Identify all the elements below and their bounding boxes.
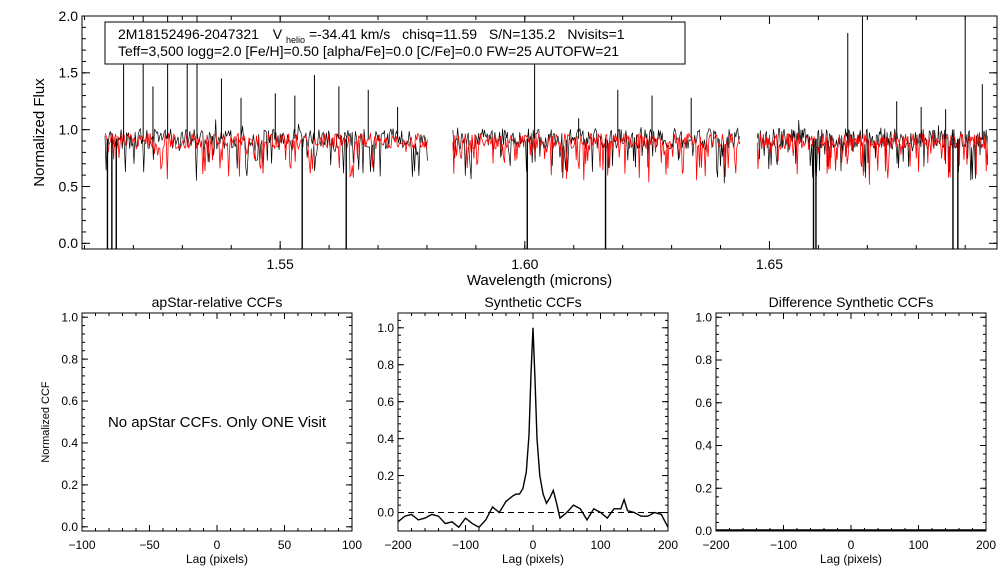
difference-ccf-title: Difference Synthetic CCFs xyxy=(769,294,934,310)
apstar-ccf-panel: −100 −50 0 50 100 0.0 0.2 0.4 0.6 0.8 1.0 apStar-re… xyxy=(40,294,362,566)
spectrum-xlabel: Wavelength (microns) xyxy=(467,272,612,289)
difference-ccf-xtick-label: 0 xyxy=(848,538,855,552)
synthetic-ccf-ytick-label: 0.2 xyxy=(377,469,394,483)
apstar-ccf-ytick-label: 0.0 xyxy=(61,520,78,534)
difference-ccf-ytick-label: 0.8 xyxy=(695,353,712,367)
synthetic-ccf-xtick-label: 200 xyxy=(658,538,678,552)
difference-ccf-xtick-label: −200 xyxy=(702,538,729,552)
v-symbol: V xyxy=(273,26,283,42)
apstar-ccf-ylabel: Normalized CCF xyxy=(40,381,52,463)
legend-frame xyxy=(104,21,686,65)
spectrum-xtick-label: 1.65 xyxy=(756,256,783,272)
apstar-ccf-title: apStar-relative CCFs xyxy=(152,294,283,310)
ccf-line xyxy=(397,327,669,529)
legend-line2: Teff=3,500 logg=2.0 [Fe/H]=0.50 [alpha/F… xyxy=(118,43,619,59)
synthetic-ccf-xtick-label: −100 xyxy=(452,538,479,552)
v-subscript: helio xyxy=(286,35,305,45)
apstar-ccf-ytick-label: 1.0 xyxy=(61,310,78,324)
difference-ccf-ytick-label: 0.0 xyxy=(695,524,712,538)
legend-line1: 2M18152496-2047321 V helio =-34.41 km/s … xyxy=(118,26,625,46)
apstar-ccf-xtick-label: −50 xyxy=(139,538,160,552)
difference-ccf-ytick-label: 0.6 xyxy=(695,396,712,410)
difference-ccf-ytick-label: 1.0 xyxy=(695,310,712,324)
difference-ccf-xtick-label: 200 xyxy=(976,538,996,552)
apstar-ccf-ytick-label: 0.6 xyxy=(61,394,78,408)
synthetic-ccf-ytick-label: 0.8 xyxy=(377,358,394,372)
apstar-ccf-xtick-label: 0 xyxy=(214,538,221,552)
difference-ccf-ytick-label: 0.2 xyxy=(695,481,712,495)
model-spectrum-chip-3 xyxy=(756,132,989,185)
difference-ccf-xtick-label: 100 xyxy=(908,538,928,552)
snr: S/N=135.2 xyxy=(489,26,556,42)
synthetic-ccf-xtick-label: 100 xyxy=(590,538,610,552)
synthetic-ccf-xlabel: Lag (pixels) xyxy=(502,552,564,566)
apstar-ccf-xtick-label: 100 xyxy=(342,538,362,552)
spectrum-xtick-label: 1.55 xyxy=(267,256,294,272)
model-spectrum-chip-2 xyxy=(452,131,740,183)
apstar-ccf-xtick-label: 50 xyxy=(278,538,292,552)
spectrum-frame xyxy=(81,15,998,250)
spectrum-ylabel: Normalized Flux xyxy=(31,78,48,187)
spectrum-legend-box: 2M18152496-2047321 V helio =-34.41 km/s … xyxy=(104,21,686,65)
apstar-ccf-xlabel: Lag (pixels) xyxy=(186,552,248,566)
synthetic-ccf-ytick-label: 0.0 xyxy=(377,506,394,520)
difference-ccf-panel: −200 −100 0 100 200 0.0 0.2 0.4 0.6 0.8 1.0 Differe… xyxy=(695,294,996,566)
nvisits: Nvisits=1 xyxy=(567,26,624,42)
star-id: 2M18152496-2047321 xyxy=(118,26,259,42)
synthetic-ccf-ytick-label: 1.0 xyxy=(377,321,394,335)
synthetic-ccf-ytick-label: 0.4 xyxy=(377,432,394,446)
model-spectrum-chip-1 xyxy=(104,131,428,180)
spectrum-xtick-label: 1.60 xyxy=(511,256,538,272)
apstar-ccf-ytick-label: 0.4 xyxy=(61,436,78,450)
spectrum-ytick-label: 1.5 xyxy=(59,65,79,81)
synthetic-ccf-ytick-label: 0.6 xyxy=(377,395,394,409)
spectrum-panel: 1.55 1.60 1.65 0.0 0.5 1.0 1.5 2.0 Wavelength (m… xyxy=(31,8,998,289)
difference-ccf-xtick-label: −100 xyxy=(770,538,797,552)
synthetic-ccf-panel: −200 −100 0 100 200 0.0 0.2 0.4 0.6 0.8 1.0 Synthet… xyxy=(377,294,678,566)
spectrum-ytick-label: 1.0 xyxy=(59,122,79,138)
synthetic-ccf-xtick-label: −200 xyxy=(384,538,411,552)
chisq: chisq=11.59 xyxy=(402,26,477,42)
observed-spectrum-chip-1 xyxy=(104,119,428,181)
synthetic-ccf-title: Synthetic CCFs xyxy=(484,294,581,310)
apstar-ccf-ytick-label: 0.8 xyxy=(61,352,78,366)
spectrum-ytick-label: 0.5 xyxy=(59,178,79,194)
synthetic-ccf-xtick-label: 0 xyxy=(530,538,537,552)
difference-ccf-ytick-label: 0.4 xyxy=(695,439,712,453)
difference-ccf-xlabel: Lag (pixels) xyxy=(820,552,882,566)
apstar-ccf-xtick-label: −100 xyxy=(68,538,95,552)
difference-ccf-frame xyxy=(715,312,987,532)
observed-spectrum-chip-3 xyxy=(756,119,989,181)
spectrum-ytick-label: 2.0 xyxy=(59,8,79,24)
apstar-ccf-ytick-label: 0.2 xyxy=(61,478,78,492)
spectrum-ytick-label: 0.0 xyxy=(59,235,79,251)
v-value: =-34.41 km/s xyxy=(309,26,390,42)
no-ccf-annotation: No apStar CCFs. Only ONE Visit xyxy=(108,414,327,431)
